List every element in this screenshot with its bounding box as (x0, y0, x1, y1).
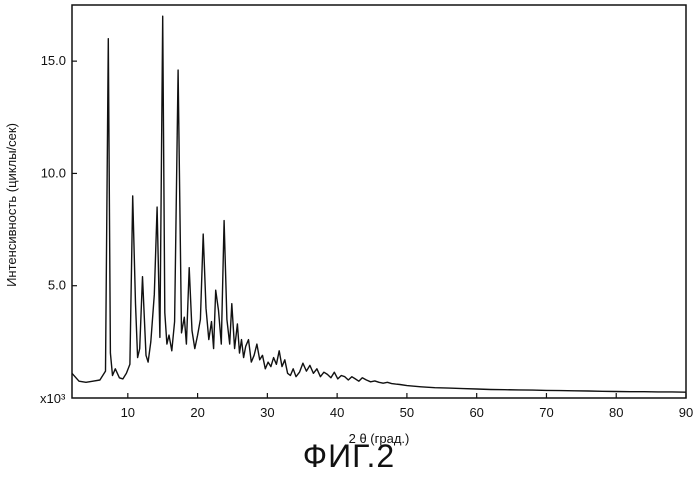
x-tick-label: 80 (609, 405, 623, 420)
x-tick-label: 90 (679, 405, 693, 420)
x-tick-label: 70 (539, 405, 553, 420)
x-tick-label: 30 (260, 405, 274, 420)
y-tick-label: 10.0 (41, 165, 66, 180)
figure-caption: ФИГ.2 (0, 438, 698, 475)
x-tick-label: 40 (330, 405, 344, 420)
y-tick-label: 15.0 (41, 53, 66, 68)
y-tick-label: 5.0 (48, 278, 66, 293)
x-tick-label: 10 (121, 405, 135, 420)
y-axis-label: Интенсивность (циклы/сек) (4, 123, 19, 287)
x-axis-ticks: 10 20 30 40 50 60 70 80 90 (121, 393, 694, 420)
y-multiplier-label: x10³ (40, 391, 66, 406)
x-tick-label: 60 (469, 405, 483, 420)
diffraction-pattern-line (72, 16, 686, 392)
x-tick-label: 20 (190, 405, 204, 420)
x-tick-label: 50 (400, 405, 414, 420)
